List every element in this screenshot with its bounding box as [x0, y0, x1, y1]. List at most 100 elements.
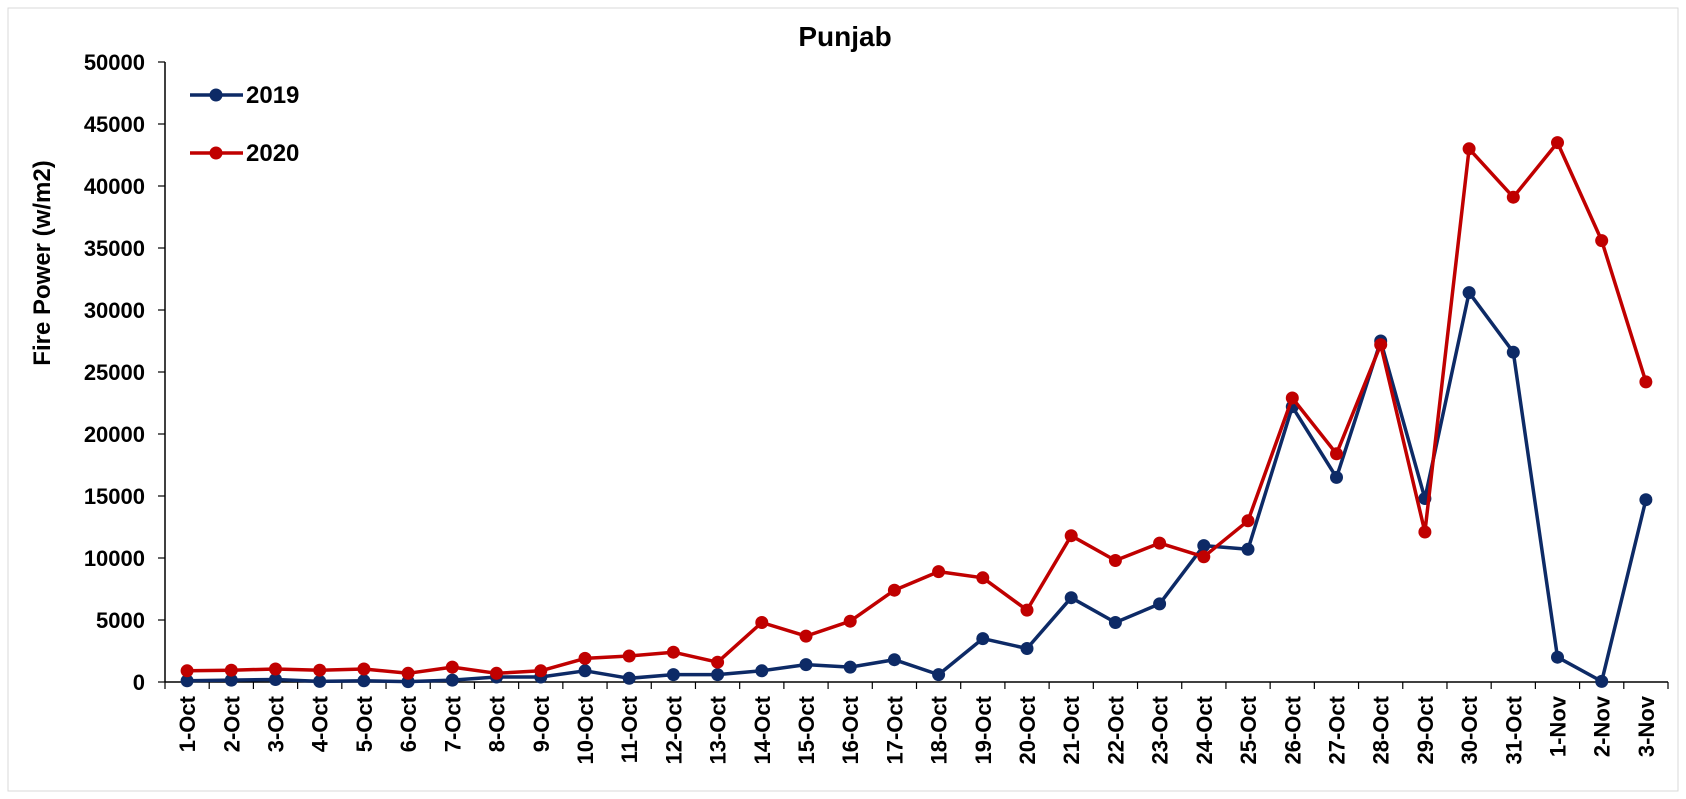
series-layer [180, 136, 1653, 689]
x-tick-label: 4-Oct [308, 695, 333, 752]
x-tick-label: 6-Oct [396, 695, 421, 752]
data-point-2019-22-Oct [1108, 616, 1122, 629]
y-tick-label: 10000 [84, 546, 145, 571]
data-point-2019-1-Oct [180, 674, 194, 688]
data-point-2020-1-Nov [1551, 136, 1564, 150]
data-point-2020-22-Oct [1108, 554, 1122, 567]
y-tick-label: 40000 [84, 174, 145, 199]
x-tick-label: 2-Nov [1590, 695, 1615, 757]
data-point-2019-13-Oct [711, 668, 725, 682]
data-point-2019-14-Oct [755, 664, 769, 678]
y-axis-ticks: 0 5000 10000 15000 20000 25000 30000 35000 40000… [84, 50, 165, 695]
x-tick-label: 3-Oct [264, 695, 289, 752]
x-tick-label: 28-Oct [1369, 695, 1394, 764]
chart-frame [7, 7, 1679, 792]
legend-item-2019: 2019 [190, 82, 299, 109]
x-tick-label: 26-Oct [1280, 695, 1305, 764]
x-tick-label: 27-Oct [1324, 695, 1349, 764]
data-point-2019-19-Oct [976, 632, 990, 646]
data-point-2020-17-Oct [887, 583, 901, 597]
y-tick-label: 0 [133, 670, 145, 695]
data-point-2020-2-Oct [224, 663, 238, 677]
data-point-2020-7-Oct [445, 660, 459, 674]
data-point-2019-10-Oct [578, 664, 592, 678]
data-point-2019-23-Oct [1153, 597, 1167, 611]
data-point-2020-24-Oct [1197, 550, 1211, 564]
data-point-2020-5-Oct [357, 662, 371, 676]
data-point-2019-3-Nov [1639, 493, 1653, 507]
x-tick-label: 25-Oct [1236, 695, 1261, 764]
y-tick-label: 5000 [96, 608, 145, 633]
y-tick-label: 25000 [84, 360, 145, 385]
series-2020 [180, 136, 1653, 680]
data-point-2020-30-Oct [1462, 142, 1476, 156]
x-tick-label: 17-Oct [882, 695, 907, 764]
data-point-2019-5-Oct [357, 674, 371, 688]
data-point-2020-3-Oct [269, 662, 282, 676]
data-point-2020-19-Oct [976, 571, 990, 585]
y-tick-label: 50000 [84, 50, 145, 75]
data-point-2020-11-Oct [622, 649, 636, 663]
data-point-2019-4-Oct [313, 674, 327, 688]
data-point-2020-15-Oct [799, 629, 813, 643]
x-tick-label: 1-Nov [1545, 695, 1570, 757]
data-point-2020-18-Oct [932, 565, 946, 579]
data-point-2020-13-Oct [711, 655, 725, 669]
data-point-2019-2-Oct [224, 673, 238, 687]
data-point-2020-27-Oct [1330, 447, 1343, 461]
data-point-2020-14-Oct [755, 616, 769, 629]
data-point-2020-21-Oct [1064, 529, 1078, 543]
data-point-2019-24-Oct [1197, 539, 1211, 553]
legend: 2019 2020 [190, 82, 299, 167]
data-point-2020-26-Oct [1285, 391, 1299, 405]
data-point-2020-3-Nov [1639, 375, 1653, 389]
data-point-2020-10-Oct [578, 651, 592, 665]
data-point-2020-2-Nov [1595, 234, 1609, 248]
data-point-2019-15-Oct [799, 658, 813, 672]
x-tick-label: 19-Oct [971, 695, 996, 764]
y-tick-label: 45000 [84, 112, 145, 137]
x-axis-ticks: 1-Oct 2-Oct 3-Oct 4-Oct 5-Oct 6-Oct 7-Oct 8-Oct… [164, 682, 1669, 764]
legend-label: 2020 [246, 140, 299, 167]
series-line-2020 [187, 140, 1648, 676]
data-point-2020-20-Oct [1020, 603, 1034, 617]
x-tick-label: 7-Oct [440, 695, 465, 752]
data-point-2019-18-Oct [932, 668, 946, 682]
data-point-2019-31-Oct [1506, 345, 1520, 359]
data-point-2020-9-Oct [534, 664, 548, 678]
series-line-2019 [187, 290, 1648, 684]
y-tick-label: 15000 [84, 484, 145, 509]
x-tick-label: 3-Nov [1634, 695, 1659, 757]
x-tick-label: 23-Oct [1148, 695, 1173, 764]
series-2019 [180, 286, 1653, 689]
x-tick-label: 29-Oct [1413, 695, 1438, 764]
data-point-2020-31-Oct [1506, 190, 1520, 204]
data-point-2020-25-Oct [1241, 514, 1255, 528]
data-point-2020-23-Oct [1153, 536, 1167, 550]
data-point-2019-2-Nov [1595, 674, 1609, 688]
x-tick-label: 13-Oct [706, 695, 731, 764]
x-tick-label: 11-Oct [617, 695, 642, 763]
x-tick-label: 2-Oct [219, 695, 244, 752]
x-tick-label: 10-Oct [573, 695, 598, 764]
chart-title: Punjab [798, 21, 891, 52]
x-tick-label: 24-Oct [1192, 695, 1217, 764]
data-point-2019-21-Oct [1064, 591, 1078, 605]
y-tick-label: 20000 [84, 422, 145, 447]
data-point-2020-16-Oct [843, 614, 857, 628]
legend-item-2020: 2020 [190, 140, 299, 167]
x-tick-label: 1-Oct [175, 695, 200, 752]
data-point-2019-20-Oct [1020, 642, 1034, 655]
y-axis-label: Fire Power (w/m2) [29, 160, 56, 365]
y-tick-label: 35000 [84, 236, 145, 261]
x-tick-label: 21-Oct [1059, 695, 1084, 764]
data-point-2020-29-Oct [1418, 525, 1432, 539]
x-tick-label: 8-Oct [485, 695, 510, 752]
data-point-2019-11-Oct [622, 671, 636, 685]
data-point-2019-30-Oct [1462, 286, 1476, 300]
x-tick-label: 12-Oct [661, 695, 686, 764]
data-point-2019-7-Oct [445, 673, 459, 687]
legend-swatch-marker [209, 146, 223, 160]
x-tick-label: 18-Oct [927, 695, 952, 764]
